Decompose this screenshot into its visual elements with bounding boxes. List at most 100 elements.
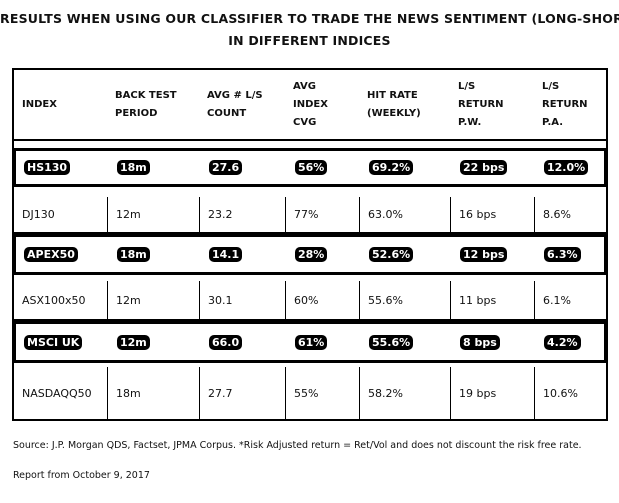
header-avg-index-line-1: AVG	[293, 80, 317, 92]
table-cell: 61%	[287, 324, 361, 360]
table-cell: 8.6%	[534, 197, 606, 232]
table-cell: 52.6%	[361, 237, 452, 272]
table-cell: 12m	[107, 197, 199, 232]
table-cell: APEX50	[16, 237, 109, 272]
table-cell: HS130	[16, 151, 109, 184]
cell-value: 66.0	[209, 334, 243, 350]
header-avg-count-line-1: AVG # L/S	[207, 89, 263, 101]
table-cell: 58.2%	[359, 367, 450, 420]
cell-value: 4.2%	[544, 334, 581, 350]
header-avg-count: AVG # L/S COUNT	[199, 70, 285, 139]
table-cell: 28%	[287, 237, 361, 272]
cell-value: 18m	[117, 247, 150, 262]
table-cell: 6.1%	[534, 281, 606, 319]
cell-value: 11 bps	[459, 293, 497, 307]
table-header-row: INDEX BACK TEST PERIOD AVG # L/S COUNT A…	[14, 70, 606, 141]
table-row: ASX100x50 12m 30.1 60% 55.6% 11 bps 6.1%	[14, 281, 606, 321]
cell-value: 56%	[295, 160, 328, 175]
table-row: DJ130 12m 23.2 77% 63.0% 16 bps 8.6%	[14, 197, 606, 234]
report-date: Report from October 9, 2017	[13, 470, 150, 481]
cell-value: 12m	[116, 293, 141, 307]
table-cell: 8 bps	[452, 324, 536, 360]
cell-value: 18m	[117, 160, 150, 175]
table-cell: 12.0%	[536, 151, 608, 184]
header-index: INDEX	[14, 70, 107, 139]
table-cell: 55.6%	[361, 324, 452, 360]
cell-value: 6.1%	[543, 293, 571, 307]
cell-value: APEX50	[24, 247, 78, 262]
header-pw-line-3: P.W.	[458, 116, 482, 128]
table-cell: 12m	[109, 324, 201, 360]
table-cell: 55%	[285, 367, 359, 420]
header-pa-line-3: P.A.	[542, 116, 564, 128]
header-pw-line-2: RETURN	[458, 98, 504, 110]
cell-value: 12m	[117, 334, 150, 350]
header-avg-count-line-2: COUNT	[207, 107, 247, 119]
header-back-test-period: BACK TEST PERIOD	[107, 70, 199, 139]
cell-value: 55.6%	[368, 293, 403, 307]
cell-value: HS130	[24, 160, 71, 175]
cell-value: 27.6	[209, 160, 243, 175]
cell-value: 60%	[294, 293, 319, 307]
cell-value: 6.3%	[544, 247, 581, 262]
header-index-line-1: INDEX	[22, 98, 57, 110]
table-cell: 18m	[109, 237, 201, 272]
cell-value: 77%	[294, 208, 319, 221]
cell-value: 58.2%	[368, 387, 403, 400]
table-cell: 55.6%	[359, 281, 450, 319]
table-cell: 56%	[287, 151, 361, 184]
cell-value: 23.2	[208, 208, 233, 221]
table-row: HS130 18m 27.6 56% 69.2% 22 bps 12.0%	[13, 148, 607, 187]
cell-value: 28%	[295, 247, 328, 262]
table-cell: 12 bps	[452, 237, 536, 272]
cell-value: 12 bps	[460, 247, 508, 262]
table-cell: 19 bps	[450, 367, 534, 420]
cell-value: 8.6%	[543, 208, 571, 221]
cell-value: 52.6%	[369, 247, 414, 262]
source-note: Source: J.P. Morgan QDS, Factset, JPMA C…	[13, 440, 582, 451]
header-hit-rate-line-2: (WEEKLY)	[367, 107, 421, 119]
table-cell: ASX100x50	[14, 281, 107, 319]
cell-value: 55.6%	[369, 334, 414, 350]
table-cell: DJ130	[14, 197, 107, 232]
cell-value: 61%	[295, 334, 328, 350]
header-back-test-line-1: BACK TEST	[115, 89, 177, 101]
table-cell: 23.2	[199, 197, 285, 232]
table-cell: 77%	[285, 197, 359, 232]
cell-value: 63.0%	[368, 208, 403, 221]
header-pa-line-2: RETURN	[542, 98, 588, 110]
table-cell: 4.2%	[536, 324, 608, 360]
header-ls-return-pa: L/S RETURN P.A.	[534, 70, 606, 139]
header-avg-index-cvg: AVG INDEX CVG	[285, 70, 359, 139]
table-cell: 18m	[107, 367, 199, 420]
cell-value: 8 bps	[460, 334, 500, 350]
table-row: APEX50 18m 14.1 28% 52.6% 12 bps 6.3%	[13, 234, 607, 275]
table-cell: 69.2%	[361, 151, 452, 184]
table-row: MSCI UK 12m 66.0 61% 55.6% 8 bps 4.2%	[13, 321, 607, 363]
table-cell: 14.1	[201, 237, 287, 272]
cell-value: DJ130	[22, 208, 55, 221]
cell-value: MSCI UK	[24, 334, 83, 350]
table-cell: 27.6	[201, 151, 287, 184]
table-cell: 16 bps	[450, 197, 534, 232]
table-cell: 11 bps	[450, 281, 534, 319]
cell-value: 12.0%	[544, 160, 589, 175]
table-cell: 66.0	[201, 324, 287, 360]
header-avg-index-line-2: INDEX	[293, 98, 328, 110]
title-line-1: RESULTS WHEN USING OUR CLASSIFIER TO TRA…	[0, 11, 619, 26]
table-row: NASDAQQ50 18m 27.7 55% 58.2% 19 bps 10.6%	[14, 367, 606, 420]
cell-value: 14.1	[209, 247, 243, 262]
cell-value: 22 bps	[460, 160, 508, 175]
cell-value: 10.6%	[543, 387, 578, 400]
header-ls-return-pw: L/S RETURN P.W.	[450, 70, 534, 139]
cell-value: NASDAQQ50	[22, 387, 92, 400]
header-hit-rate-line-1: HIT RATE	[367, 89, 418, 101]
table-cell: 12m	[107, 281, 199, 319]
table-cell: 27.7	[199, 367, 285, 420]
table-cell: 10.6%	[534, 367, 606, 420]
cell-value: 16 bps	[459, 208, 497, 221]
header-back-test-line-2: PERIOD	[115, 107, 158, 119]
table-title: RESULTS WHEN USING OUR CLASSIFIER TO TRA…	[0, 8, 619, 52]
results-table: INDEX BACK TEST PERIOD AVG # L/S COUNT A…	[12, 68, 608, 421]
cell-value: ASX100x50	[22, 293, 86, 307]
